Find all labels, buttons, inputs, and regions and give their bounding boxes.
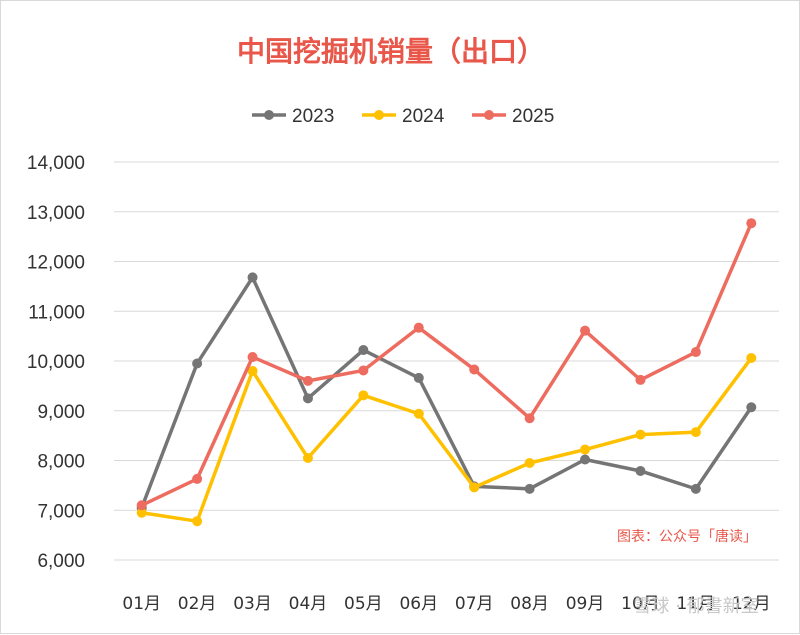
x-tick-label: 03月: [233, 594, 272, 614]
legend-swatch-marker: [264, 110, 274, 120]
data-point: [413, 372, 424, 383]
data-point: [192, 516, 203, 527]
x-tick-label: 07月: [455, 594, 494, 614]
data-point: [192, 473, 203, 484]
grid-lines: [114, 161, 779, 561]
legend-item-2024: 2024: [362, 106, 445, 127]
data-point: [746, 218, 757, 229]
series-2023: [136, 272, 757, 513]
x-tick-label: 04月: [289, 594, 328, 614]
data-point: [247, 352, 258, 363]
data-point: [580, 444, 591, 455]
data-point: [690, 347, 701, 358]
y-tick-label: 6,000: [37, 551, 85, 572]
legend-item-2023: 2023: [252, 106, 334, 127]
data-point: [192, 358, 203, 369]
watermark: 雪球 · 郁書新室: [633, 596, 758, 617]
x-tick-label: 05月: [344, 594, 383, 614]
data-point: [746, 402, 757, 413]
y-tick-label: 11,000: [28, 302, 85, 323]
source-note: 图表：公众号「唐读」: [617, 528, 757, 545]
series-2024: [136, 353, 757, 527]
data-point: [413, 408, 424, 419]
y-tick-label: 7,000: [37, 501, 85, 522]
data-point: [524, 457, 535, 468]
data-point: [302, 393, 313, 404]
legend-swatch-marker: [374, 110, 384, 120]
x-tick-label: 01月: [122, 594, 161, 614]
data-point: [524, 483, 535, 494]
legend-label: 2023: [292, 106, 334, 127]
legend-swatch-marker: [484, 110, 494, 120]
x-tick-label: 02月: [178, 594, 217, 614]
data-point: [469, 482, 480, 493]
data-point: [469, 364, 480, 375]
chart-title: 中国挖掘机销量（出口）: [237, 35, 545, 68]
data-point: [580, 325, 591, 336]
data-point: [746, 353, 757, 364]
data-point: [690, 427, 701, 438]
legend-label: 2025: [512, 106, 554, 127]
x-tick-label: 11月: [677, 594, 716, 614]
x-tick-label: 10月: [621, 594, 660, 614]
y-tick-label: 13,000: [27, 203, 85, 224]
data-point: [524, 413, 535, 424]
series-line: [139, 275, 754, 510]
y-tick-label: 10,000: [27, 352, 85, 373]
legend: 2023 2024 2025: [252, 106, 554, 127]
data-point: [136, 500, 147, 511]
series-2025: [136, 218, 757, 511]
x-tick-label: 08月: [510, 594, 549, 614]
y-tick-label: 9,000: [37, 402, 85, 423]
series-line: [139, 221, 754, 508]
data-point: [635, 429, 646, 440]
data-point: [136, 507, 147, 518]
y-tick-label: 12,000: [27, 253, 85, 274]
data-point: [580, 454, 591, 465]
x-tick-label: 06月: [399, 594, 438, 614]
data-point: [635, 465, 646, 476]
legend-label: 2024: [402, 106, 445, 127]
data-point: [358, 390, 369, 401]
series-group: [136, 218, 757, 527]
legend-item-2025: 2025: [472, 106, 554, 127]
series-line: [139, 356, 754, 523]
y-axis-ticks: 6,000 7,000 8,000 9,000 10,000 11,000 12,000 13…: [27, 153, 85, 572]
data-point: [690, 483, 701, 494]
x-tick-label: 09月: [566, 594, 605, 614]
x-axis-ticks: 01月 02月 03月 04月 05月 06月 07月 08月 09月 10月 11月 12月: [122, 594, 770, 614]
data-point: [635, 374, 646, 385]
data-point: [302, 375, 313, 386]
x-tick-label: 12月: [732, 594, 771, 614]
y-tick-label: 8,000: [37, 452, 85, 473]
data-point: [302, 453, 313, 464]
data-point: [247, 272, 258, 283]
data-point: [358, 345, 369, 356]
data-point: [413, 322, 424, 333]
data-point: [358, 365, 369, 376]
data-point: [247, 365, 258, 376]
y-tick-label: 14,000: [27, 153, 85, 174]
